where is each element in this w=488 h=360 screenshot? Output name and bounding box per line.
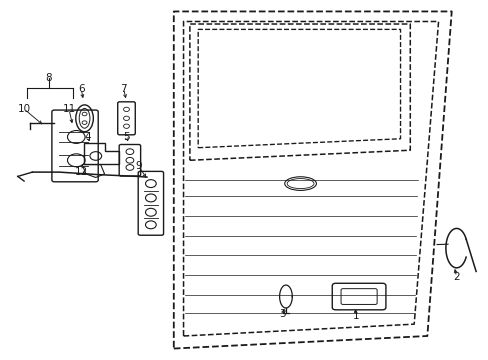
Text: 10: 10 [18, 104, 31, 114]
Text: 5: 5 [123, 132, 129, 142]
Text: 2: 2 [452, 272, 459, 282]
Text: 9: 9 [135, 161, 141, 171]
Text: 3: 3 [279, 310, 285, 319]
Text: 7: 7 [120, 84, 126, 94]
Text: 12: 12 [74, 167, 87, 177]
Text: 6: 6 [78, 84, 84, 94]
Text: 1: 1 [352, 311, 358, 321]
Text: 8: 8 [45, 73, 52, 83]
Text: 11: 11 [62, 104, 76, 114]
Text: 4: 4 [84, 132, 91, 142]
